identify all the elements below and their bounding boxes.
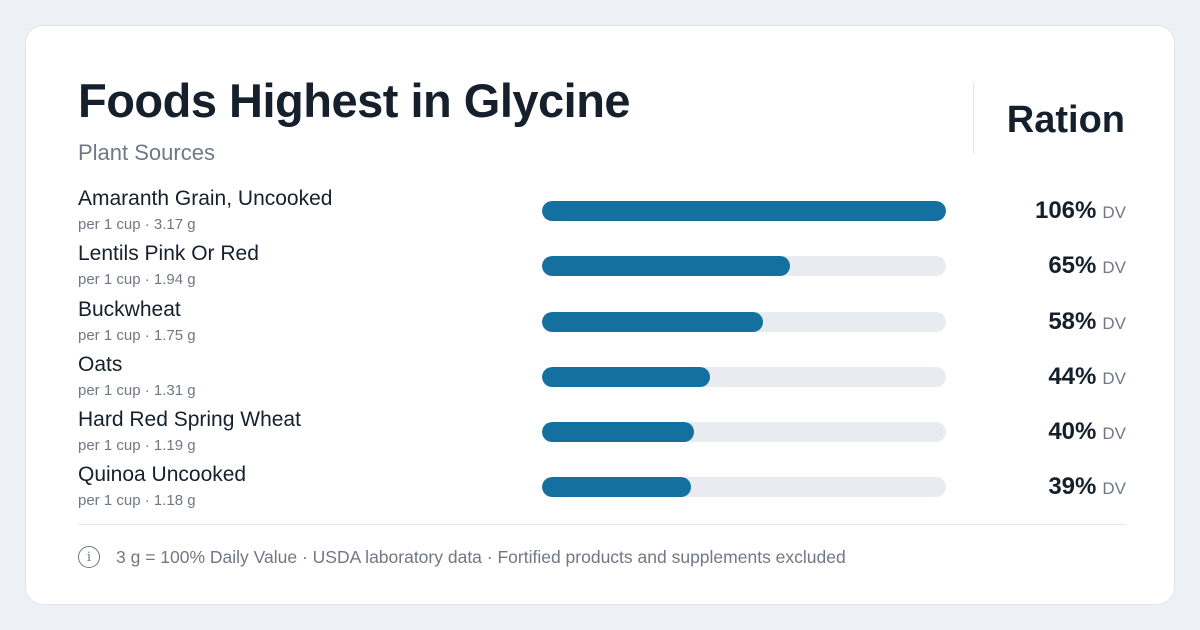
footnote: 3 g = 100% Daily Value · USDA laboratory… — [116, 546, 846, 567]
bar-row: Oats per 1 cup · 1.31 g 44% DV — [78, 352, 1126, 407]
bar — [542, 366, 710, 387]
value-label: 39% DV — [1048, 472, 1126, 505]
bar-track — [542, 477, 946, 498]
footer: i 3 g = 100% Daily Value · USDA laborato… — [78, 544, 846, 570]
food-name: Buckwheat — [78, 297, 181, 321]
food-serving: per 1 cup · 1.75 g — [78, 326, 196, 344]
brand-logo: Ration — [1006, 99, 1125, 141]
bar-chart: Amaranth Grain, Uncooked per 1 cup · 3.17… — [78, 186, 1126, 518]
value-label: 40% DV — [1048, 417, 1126, 450]
value-unit: DV — [1102, 424, 1126, 444]
value-percent: 58% — [1048, 307, 1097, 335]
bar-row: Lentils Pink Or Red per 1 cup · 1.94 g 65%… — [78, 241, 1126, 296]
food-serving: per 1 cup · 1.18 g — [78, 492, 196, 510]
food-serving: per 1 cup · 3.17 g — [78, 216, 196, 233]
food-serving: per 1 cup · 1.94 g — [78, 271, 196, 289]
value-unit: DV — [1102, 313, 1126, 333]
bar-track — [542, 256, 946, 277]
bar-track — [542, 311, 946, 332]
value-label: 65% DV — [1048, 251, 1126, 284]
value-percent: 39% — [1048, 473, 1097, 501]
value-unit: DV — [1102, 368, 1126, 388]
food-name: Quinoa Uncooked — [78, 463, 247, 487]
bar-row: Amaranth Grain, Uncooked per 1 cup · 3.17… — [78, 186, 1126, 241]
food-serving: per 1 cup · 1.19 g — [78, 437, 196, 455]
bar — [542, 311, 764, 332]
footer-divider — [78, 524, 1126, 525]
value-label: 44% DV — [1048, 362, 1126, 395]
bar-row: Hard Red Spring Wheat per 1 cup · 1.19 g 4… — [78, 407, 1126, 462]
value-percent: 106% — [1034, 197, 1097, 224]
chart-title: Foods Highest in Glycine — [78, 74, 631, 127]
bar-row: Buckwheat per 1 cup · 1.75 g 58% DV — [78, 297, 1126, 352]
value-unit: DV — [1102, 479, 1126, 499]
brand-divider — [973, 82, 974, 154]
bar — [542, 201, 946, 221]
value-unit: DV — [1102, 203, 1126, 222]
chart-subtitle: Plant Sources — [78, 140, 215, 165]
bar-row: Quinoa Uncooked per 1 cup · 1.18 g 39% DV — [78, 462, 1126, 517]
chart-card: Foods Highest in Glycine Plant Sources R… — [25, 25, 1175, 605]
bar-track — [542, 422, 946, 443]
food-serving: per 1 cup · 1.31 g — [78, 381, 196, 399]
bar-track — [542, 201, 946, 221]
bar-track — [542, 366, 946, 387]
bar — [542, 422, 695, 443]
value-label: 106% DV — [1035, 196, 1126, 229]
value-percent: 65% — [1048, 252, 1097, 280]
food-name: Lentils Pink Or Red — [78, 242, 259, 266]
bar — [542, 477, 691, 498]
value-unit: DV — [1102, 258, 1126, 278]
value-percent: 40% — [1048, 418, 1097, 446]
bar — [542, 256, 790, 277]
value-percent: 44% — [1048, 362, 1097, 390]
food-name: Oats — [78, 352, 123, 376]
food-name: Amaranth Grain, Uncooked — [78, 187, 333, 210]
info-icon: i — [78, 546, 100, 568]
food-name: Hard Red Spring Wheat — [78, 408, 301, 432]
value-label: 58% DV — [1048, 307, 1126, 340]
